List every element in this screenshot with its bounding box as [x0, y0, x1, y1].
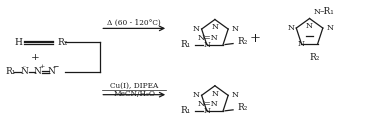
Text: N: N: [298, 40, 305, 48]
Text: Δ (60 - 120°C): Δ (60 - 120°C): [107, 18, 161, 27]
Text: N: N: [203, 107, 210, 115]
Text: +: +: [249, 32, 260, 45]
Text: MeCN/H₂O: MeCN/H₂O: [113, 90, 155, 98]
Text: N: N: [232, 25, 239, 33]
Text: N: N: [34, 67, 41, 76]
Text: R₂: R₂: [310, 53, 320, 62]
Text: ··: ··: [23, 64, 27, 69]
Text: −: −: [52, 63, 59, 71]
Text: +: +: [39, 64, 44, 69]
Text: N: N: [314, 8, 320, 16]
Text: Cu(I), DIPEA: Cu(I), DIPEA: [110, 82, 158, 90]
Text: N=N: N=N: [198, 34, 219, 42]
Text: N: N: [327, 24, 334, 32]
Text: R₁: R₁: [181, 40, 191, 49]
Text: N: N: [203, 41, 210, 48]
Text: H: H: [15, 38, 23, 47]
Text: N: N: [21, 67, 29, 76]
Text: R₂: R₂: [237, 37, 247, 46]
Text: N: N: [48, 67, 55, 76]
Text: R₂: R₂: [57, 38, 68, 47]
Text: N: N: [306, 22, 313, 30]
Text: N=N: N=N: [198, 100, 219, 108]
Text: –R₁: –R₁: [320, 7, 334, 16]
Text: R₁: R₁: [181, 106, 191, 115]
Text: +: +: [31, 53, 40, 62]
Text: R₂: R₂: [237, 103, 247, 112]
Text: R₁: R₁: [6, 67, 16, 76]
Text: N: N: [232, 91, 239, 99]
Text: N: N: [211, 90, 218, 98]
Text: N: N: [193, 91, 200, 99]
Text: N: N: [211, 23, 218, 31]
Text: N: N: [287, 24, 294, 32]
Text: N: N: [193, 25, 200, 33]
